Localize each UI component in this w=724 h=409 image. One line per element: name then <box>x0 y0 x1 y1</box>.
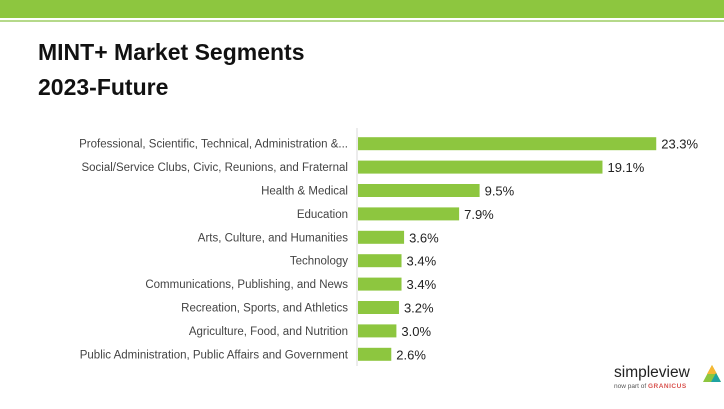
top-accent-line <box>0 20 724 22</box>
value-label-3: 9.5% <box>485 184 515 199</box>
value-label-9: 3.0% <box>401 324 431 339</box>
category-label-4: Education <box>297 209 348 221</box>
brand-mountain-icon <box>703 365 721 382</box>
category-label-10: Public Administration, Public Affairs an… <box>80 349 349 361</box>
bar-9 <box>358 324 397 338</box>
category-label-2: Social/Service Clubs, Civic, Reunions, a… <box>81 162 348 174</box>
bar-3 <box>358 184 480 197</box>
bar-2 <box>358 160 603 174</box>
simpleview-logo: simpleview now part of GRANICUS <box>614 364 722 394</box>
bar-10 <box>358 347 392 361</box>
category-label-6: Technology <box>290 256 348 268</box>
value-label-10: 2.6% <box>396 347 426 362</box>
chart-title-line-1: MINT+ Market Segments <box>38 39 305 65</box>
value-label-6: 3.4% <box>407 254 437 269</box>
bar-4 <box>358 207 460 221</box>
category-label-8: Recreation, Sports, and Athletics <box>181 303 348 315</box>
brand-name: simpleview <box>614 364 690 381</box>
value-label-8: 3.2% <box>404 301 434 316</box>
bar-6 <box>358 254 402 268</box>
brand-sub-org: GRANICUS <box>647 383 687 390</box>
value-label-4: 7.9% <box>464 207 494 222</box>
top-accent-band <box>0 0 724 18</box>
category-label-5: Arts, Culture, and Humanities <box>198 232 348 244</box>
value-label-2: 19.1% <box>607 160 644 175</box>
value-label-1: 23.3% <box>661 137 698 152</box>
value-label-5: 3.6% <box>409 230 439 245</box>
value-label-7: 3.4% <box>407 277 437 292</box>
bar-1 <box>358 137 657 151</box>
chart-title: MINT+ Market Segments 2023-Future <box>38 35 305 105</box>
category-label-3: Health & Medical <box>261 186 348 198</box>
chart-title-line-2: 2023-Future <box>38 74 169 100</box>
bar-7 <box>358 277 402 291</box>
category-label-1: Professional, Scientific, Technical, Adm… <box>79 139 348 151</box>
brand-subtitle: now part of GRANICUS <box>614 382 687 392</box>
brand-sub-prefix: now part of <box>614 383 647 390</box>
bar-5 <box>358 230 405 244</box>
bar-8 <box>358 301 399 314</box>
category-label-9: Agriculture, Food, and Nutrition <box>189 326 348 338</box>
category-label-7: Communications, Publishing, and News <box>145 279 348 291</box>
